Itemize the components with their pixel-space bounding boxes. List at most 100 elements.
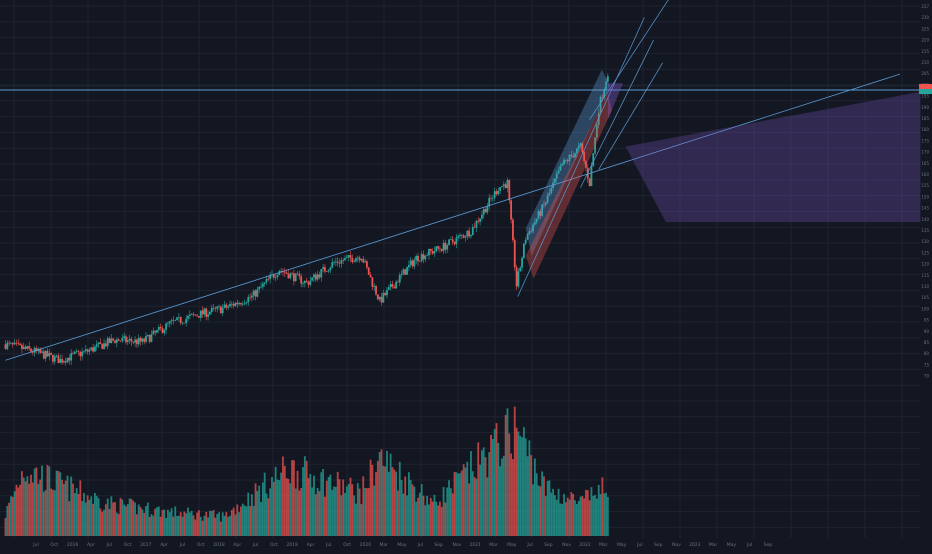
candle-body — [159, 327, 162, 329]
candle-body — [369, 274, 372, 278]
candle-body — [605, 81, 607, 90]
candle-body — [31, 351, 34, 353]
candle — [596, 122, 598, 141]
candle — [559, 162, 562, 171]
volume-bar — [559, 503, 562, 536]
volume-bar — [417, 497, 419, 536]
volume-bar — [119, 497, 122, 536]
volume-bar — [37, 483, 40, 536]
candle — [355, 256, 357, 264]
candle — [130, 336, 133, 347]
candle-body — [152, 330, 155, 335]
candle — [194, 314, 197, 316]
candle — [296, 271, 299, 276]
candle-body — [88, 349, 91, 352]
candle — [532, 222, 534, 234]
time-axis-label: Jul — [105, 542, 111, 548]
candle-body — [471, 227, 474, 236]
candle-body — [39, 348, 42, 353]
candle — [205, 307, 208, 321]
volume-bar — [440, 506, 443, 536]
volume-bar — [174, 506, 177, 536]
volume-bar — [154, 508, 157, 536]
candle-body — [188, 314, 191, 317]
volume-bar — [48, 466, 51, 536]
candle — [251, 292, 253, 302]
volume-bar — [292, 460, 295, 536]
volume-bar — [384, 466, 387, 536]
channel-fan-line — [580, 39, 654, 188]
candle-body — [70, 353, 73, 361]
candle-body — [15, 342, 18, 344]
volume-bar — [252, 505, 255, 536]
candle — [568, 153, 571, 166]
candle — [11, 342, 14, 348]
volume-bar — [77, 494, 80, 536]
volume-bar — [564, 502, 567, 536]
candle — [21, 343, 23, 354]
candle-body — [340, 260, 343, 264]
candle — [429, 248, 432, 256]
volume-bar — [532, 484, 534, 536]
volume-bar — [132, 500, 135, 536]
rising-channel-upper-band — [525, 69, 610, 256]
volume-bar — [548, 480, 551, 536]
volume-bar — [442, 487, 445, 536]
volume-bar — [46, 464, 49, 536]
volume-bar — [318, 491, 321, 536]
volume-bar — [11, 496, 14, 536]
time-axis-label: May — [397, 542, 407, 548]
volume-bar — [170, 508, 173, 536]
candle-body — [168, 321, 171, 324]
volume-bar — [597, 484, 600, 536]
volume-bar — [342, 479, 345, 536]
price-axis-label: 145 — [921, 206, 929, 211]
candle — [334, 257, 337, 267]
candle — [557, 167, 560, 174]
candle-body — [139, 337, 142, 342]
time-axis-label: Jul — [746, 542, 752, 548]
candle-body — [508, 180, 511, 201]
volume-bar — [360, 504, 363, 536]
volume-bar — [130, 498, 133, 536]
candle — [440, 248, 443, 253]
candle-body — [457, 236, 460, 238]
time-axis-label: Sep — [434, 542, 443, 548]
time-axis-label: Jul — [417, 542, 423, 548]
candle-body — [594, 137, 596, 154]
candle-body — [119, 340, 122, 342]
candle — [378, 296, 381, 302]
volume-bar — [148, 516, 151, 536]
candle — [535, 218, 538, 225]
candle-body — [52, 354, 54, 362]
candle — [324, 264, 326, 274]
candle-body — [599, 97, 602, 113]
candle — [110, 334, 113, 344]
volume-bar — [364, 487, 366, 536]
candle — [373, 283, 376, 292]
candle — [356, 255, 359, 262]
candle-body — [424, 255, 427, 260]
candle-body — [137, 337, 140, 345]
price-axis-label: 195 — [921, 94, 929, 99]
candle — [86, 348, 89, 355]
candle — [563, 157, 565, 166]
volume-bar — [448, 480, 450, 536]
candle — [320, 268, 323, 282]
candle — [77, 349, 80, 356]
volume-bar — [234, 514, 237, 536]
candle — [243, 299, 246, 306]
candle — [201, 306, 204, 318]
candle-body — [130, 338, 133, 342]
candle — [371, 276, 374, 291]
volume-bar — [479, 464, 481, 536]
time-axis-label: Nov — [453, 542, 462, 548]
candle-body — [429, 248, 432, 252]
candle-body — [8, 342, 11, 344]
candle-body — [501, 186, 503, 188]
candle-body — [431, 251, 434, 254]
projection-wedge — [607, 83, 623, 120]
candle — [289, 272, 292, 280]
volume-bar — [177, 515, 180, 536]
